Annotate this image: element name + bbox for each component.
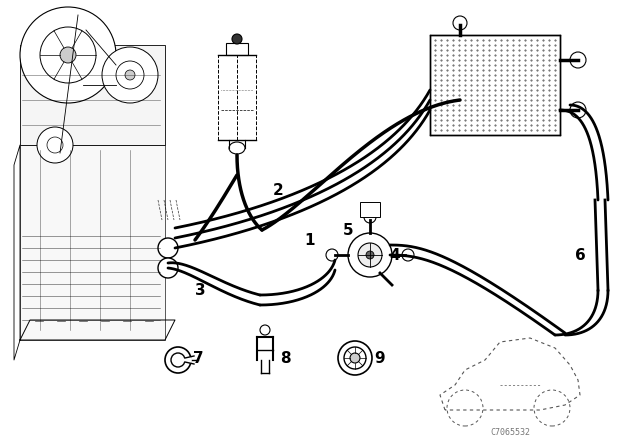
Bar bbox=[360, 202, 380, 217]
Text: 6: 6 bbox=[575, 247, 586, 263]
Bar bbox=[20, 145, 165, 340]
Circle shape bbox=[260, 325, 270, 335]
Circle shape bbox=[402, 249, 414, 261]
Circle shape bbox=[102, 47, 158, 103]
Circle shape bbox=[37, 127, 73, 163]
Circle shape bbox=[158, 238, 178, 258]
Text: 4: 4 bbox=[390, 247, 400, 263]
Bar bbox=[226, 43, 248, 55]
Circle shape bbox=[534, 390, 570, 426]
Text: 8: 8 bbox=[280, 350, 291, 366]
Circle shape bbox=[232, 34, 242, 44]
Text: C7065532: C7065532 bbox=[490, 427, 530, 436]
Circle shape bbox=[60, 47, 76, 63]
Circle shape bbox=[338, 341, 372, 375]
Circle shape bbox=[570, 52, 586, 68]
Circle shape bbox=[171, 353, 185, 367]
Text: 7: 7 bbox=[193, 350, 204, 366]
Circle shape bbox=[366, 251, 374, 259]
Circle shape bbox=[165, 347, 191, 373]
Bar bbox=[20, 45, 165, 145]
Text: 1: 1 bbox=[305, 233, 316, 247]
Circle shape bbox=[570, 102, 586, 118]
Circle shape bbox=[358, 243, 382, 267]
Text: 3: 3 bbox=[195, 283, 205, 297]
Circle shape bbox=[47, 137, 63, 153]
Circle shape bbox=[158, 258, 178, 278]
Circle shape bbox=[447, 390, 483, 426]
Circle shape bbox=[40, 27, 96, 83]
Circle shape bbox=[344, 347, 366, 369]
Circle shape bbox=[364, 211, 376, 223]
Ellipse shape bbox=[229, 142, 245, 154]
Circle shape bbox=[350, 353, 360, 363]
Circle shape bbox=[20, 7, 116, 103]
Circle shape bbox=[453, 16, 467, 30]
Text: 2: 2 bbox=[273, 182, 284, 198]
Circle shape bbox=[125, 70, 135, 80]
Wedge shape bbox=[184, 356, 192, 364]
Circle shape bbox=[326, 249, 338, 261]
Text: 5: 5 bbox=[342, 223, 353, 237]
Bar bbox=[430, 35, 560, 135]
Circle shape bbox=[348, 233, 392, 277]
Circle shape bbox=[116, 61, 144, 89]
Text: 9: 9 bbox=[374, 350, 385, 366]
